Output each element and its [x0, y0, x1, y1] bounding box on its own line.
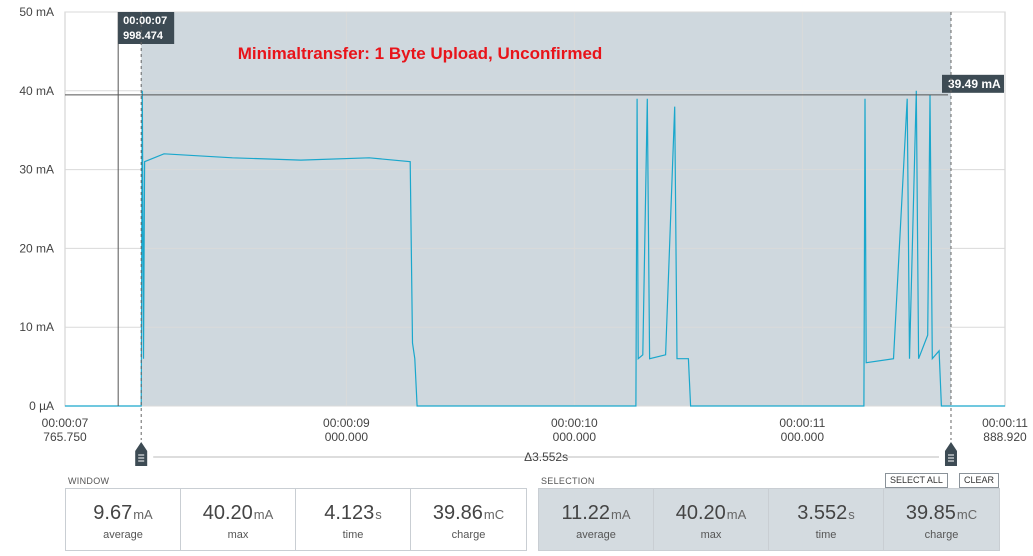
x-tick-sub: 765.750 — [43, 430, 87, 444]
y-tick-label: 0 µA — [29, 399, 54, 413]
current-trace — [65, 90, 1005, 407]
selection-start-handle[interactable] — [135, 442, 148, 466]
window-title: WINDOW — [68, 476, 110, 486]
chart-title: Minimaltransfer: 1 Byte Upload, Unconfir… — [238, 44, 603, 63]
x-tick-time: 00:00:11 — [779, 416, 825, 430]
x-tick-sub: 000.000 — [781, 430, 825, 444]
window-max: 40.20mA max — [181, 489, 296, 550]
cursor-badge — [118, 12, 175, 44]
selection-charge: 39.85mC charge — [905, 502, 978, 541]
selection-duration: Δ3.552s — [524, 450, 568, 464]
handle-shape — [135, 442, 148, 466]
x-tick-time: 00:00:09 — [323, 416, 370, 430]
level-marker-badge — [942, 74, 1004, 93]
selection-end-handle[interactable] — [944, 442, 957, 466]
y-axis: 0 µA 10 mA 20 mA 30 mA 40 mA 50 mA — [19, 5, 54, 413]
selection-average: 11.22mA average — [539, 489, 654, 550]
window-charge: 39.86mC charge — [432, 502, 505, 541]
window-average: 9.67mA average — [66, 489, 181, 550]
x-tick-sub: 000.000 — [325, 430, 369, 444]
cursor-value: 998.474 — [123, 30, 164, 42]
handle-shape — [944, 442, 957, 466]
y-tick-label: 20 mA — [19, 241, 54, 255]
y-tick-label: 10 mA — [19, 320, 54, 334]
selection-region[interactable] — [141, 12, 951, 406]
window-stats-panel: 9.67mA average 40.20mA max 4.123s time 39.8… — [65, 488, 527, 551]
x-tick-time: 00:00:10 — [551, 416, 598, 430]
level-marker-label: 39.49 mA — [948, 77, 1001, 91]
y-tick-label: 40 mA — [19, 84, 54, 98]
selection-title: SELECTION — [541, 476, 595, 486]
cursor-time: 00:00:07 — [123, 15, 167, 27]
selection-time: 3.552s time — [769, 489, 884, 550]
clear-button[interactable]: CLEAR — [959, 473, 1000, 488]
y-tick-label: 30 mA — [19, 163, 54, 177]
x-tick-time: 00:00:11 — [982, 416, 1028, 430]
window-time: 4.123s time — [296, 489, 411, 550]
selection-max: 40.20mA max — [654, 489, 769, 550]
y-tick-label: 50 mA — [19, 5, 54, 19]
x-tick-time: 00:00:07 — [42, 416, 89, 430]
x-axis: 00:00:07765.75000:00:09000.00000:00:1000… — [42, 416, 1029, 444]
x-tick-sub: 000.000 — [553, 430, 597, 444]
x-tick-sub: 888.920 — [983, 430, 1027, 444]
select-all-button[interactable]: SELECT ALL — [885, 473, 948, 488]
selection-stats-panel: 11.22mA average 40.20mA max 3.552s time 39.… — [538, 488, 1000, 551]
